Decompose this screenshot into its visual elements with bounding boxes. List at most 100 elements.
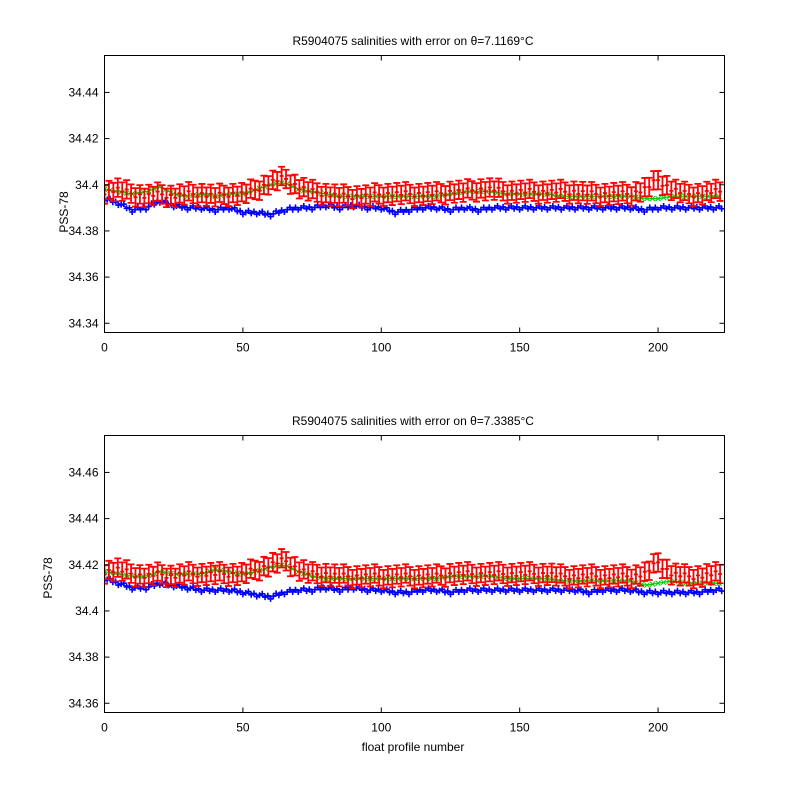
top-error-bar [530,181,538,202]
top-error-bar [264,175,272,196]
top-error-bar [380,186,387,207]
top-error-bar [411,186,418,207]
top-error-bar [521,182,529,203]
bottom-x-tick-label: 50 [236,721,250,735]
bottom-error-bar [158,564,166,585]
bottom-error-bar [601,565,609,586]
top-error-bar [663,175,671,196]
top-x-tick-label: 150 [510,341,530,355]
bottom-error-bar [123,559,131,580]
bottom-error-bar [304,563,312,584]
top-float-point [638,205,645,212]
bottom-error-bar [375,566,383,587]
top-error-bar [406,183,414,205]
top-error-bar [464,178,472,199]
top-error-bar [605,185,613,206]
bottom-error-bar [632,564,640,585]
bottom-error-bar [140,567,148,589]
bottom-error-bar [331,563,339,584]
bottom-error-bar [495,561,503,582]
top-error-bar [109,181,117,203]
bottom-error-bar [357,568,365,589]
top-error-bar [167,184,175,206]
bottom-panel-plot-area [104,548,725,602]
bottom-error-bar [499,563,507,585]
bottom-error-bar [504,566,511,587]
bottom-error-bar [539,562,547,584]
top-error-bar [486,177,494,198]
top-error-bar [136,184,144,205]
bottom-error-bar [269,552,277,573]
bottom-error-bar [136,564,144,585]
top-error-bar [256,180,263,201]
bottom-error-bar [459,564,467,586]
top-error-bar [592,183,600,205]
bottom-error-bar [180,565,188,586]
bottom-float-point [264,592,271,599]
bottom-error-bar [185,561,193,582]
bottom-y-tick-label: 34.36 [68,696,98,710]
top-error-bar [574,183,582,205]
top-error-bar [260,174,268,195]
top-error-bar [650,170,658,191]
top-error-bar [499,181,507,202]
bottom-y-tick-label: 34.46 [68,465,98,479]
top-error-bar [194,186,201,207]
bottom-error-bar [486,562,494,583]
top-error-bar [384,182,392,204]
top-error-bar [490,180,498,201]
top-error-bar [331,183,339,204]
bottom-error-bar [313,563,321,585]
bottom-error-bar [583,567,591,588]
bottom-error-bar [570,565,578,586]
top-panel-axes-box [104,55,725,333]
bottom-error-bar [685,566,693,587]
top-float-point [472,205,479,212]
top-error-bar [632,181,640,202]
top-error-bar [473,182,480,203]
bottom-error-bar [526,561,534,582]
top-error-bar [318,185,325,207]
top-float-point [389,207,396,214]
top-error-bar [362,184,370,205]
bottom-error-bar [189,563,197,585]
bottom-error-bar [521,564,529,586]
bottom-error-bar [229,562,237,584]
top-error-bar [375,184,383,205]
top-error-bar [526,178,534,200]
bottom-error-bar [703,563,711,584]
top-error-bar [309,178,317,200]
bottom-error-bar [508,562,516,584]
bottom-float-point [190,583,197,590]
top-error-bar [636,182,644,203]
bottom-error-bar [300,559,308,580]
top-error-bar [561,181,569,202]
bottom-mapped-point [104,568,108,575]
top-error-bar [557,178,565,200]
top-error-bar [601,182,609,204]
top-error-bar [517,179,525,200]
top-error-bar [371,182,379,203]
bottom-error-bar [428,567,436,588]
top-error-bar [628,186,635,207]
top-error-bar [468,180,476,201]
top-error-bar [176,183,184,204]
top-error-bar [504,184,511,205]
bottom-error-bar [424,564,432,585]
top-error-bar [211,187,219,208]
top-error-bar [366,186,374,207]
bottom-error-bar [659,558,666,580]
bottom-error-bar [238,562,246,583]
top-error-bar [313,182,321,203]
top-error-bar [229,182,237,204]
top-error-bar [641,177,649,198]
bottom-error-bar [552,566,560,587]
bottom-error-bar [167,564,175,586]
bottom-float-point [250,590,257,597]
bottom-error-bar [273,553,281,574]
bottom-error-bar [411,568,418,590]
top-error-bar [149,185,157,207]
bottom-error-bar [287,556,294,578]
bottom-error-bar [535,566,542,587]
